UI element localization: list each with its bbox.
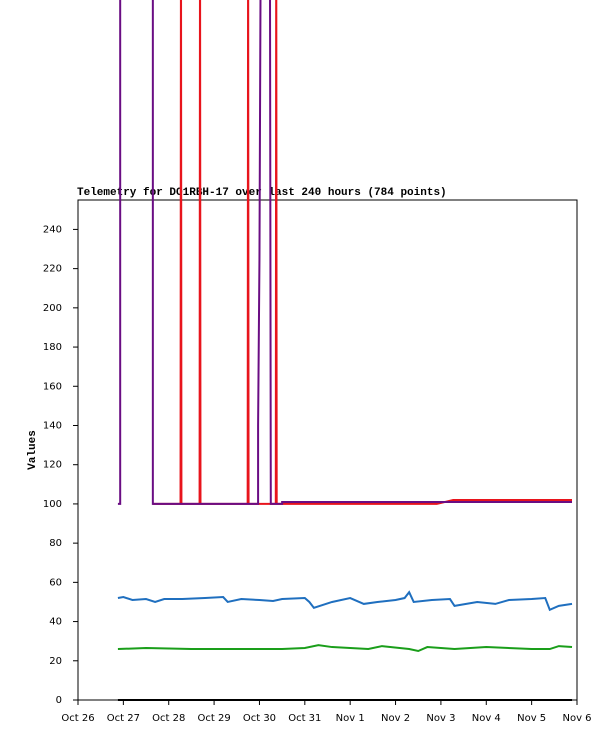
x-tick-label: Nov 5 <box>517 713 546 724</box>
y-tick-label: 220 <box>43 264 62 275</box>
x-tick-label: Oct 26 <box>61 713 94 724</box>
y-axis-label: Values <box>27 430 39 470</box>
x-tick-label: Nov 3 <box>426 713 455 724</box>
series-line <box>117 590 573 612</box>
x-tick-label: Oct 29 <box>197 713 230 724</box>
y-tick-label: 160 <box>43 381 62 392</box>
x-tick-label: Nov 4 <box>472 713 501 724</box>
x-tick-label: Oct 27 <box>107 713 140 724</box>
y-tick-label: 80 <box>49 538 62 549</box>
x-tick-label: Nov 1 <box>336 713 365 724</box>
series-line <box>152 0 573 505</box>
y-tick-label: 60 <box>49 577 62 588</box>
y-tick-label: 240 <box>43 224 62 235</box>
chart-title: Telemetry for DO1RBH-17 over last 240 ho… <box>77 187 447 199</box>
series-line <box>117 644 573 653</box>
x-tick-label: Oct 31 <box>288 713 321 724</box>
y-tick-label: 100 <box>43 499 62 510</box>
series-line <box>117 0 573 505</box>
y-tick-label: 0 <box>56 695 62 706</box>
y-tick-label: 40 <box>49 617 62 628</box>
x-tick-label: Nov 2 <box>381 713 410 724</box>
y-tick-label: 200 <box>43 303 62 314</box>
y-tick-label: 20 <box>49 656 62 667</box>
y-tick-label: 120 <box>43 460 62 471</box>
y-tick-label: 140 <box>43 420 62 431</box>
x-tick-label: Oct 30 <box>243 713 276 724</box>
x-tick-label: Oct 28 <box>152 713 185 724</box>
x-tick-label: Nov 6 <box>562 713 591 724</box>
y-tick-label: 180 <box>43 342 62 353</box>
